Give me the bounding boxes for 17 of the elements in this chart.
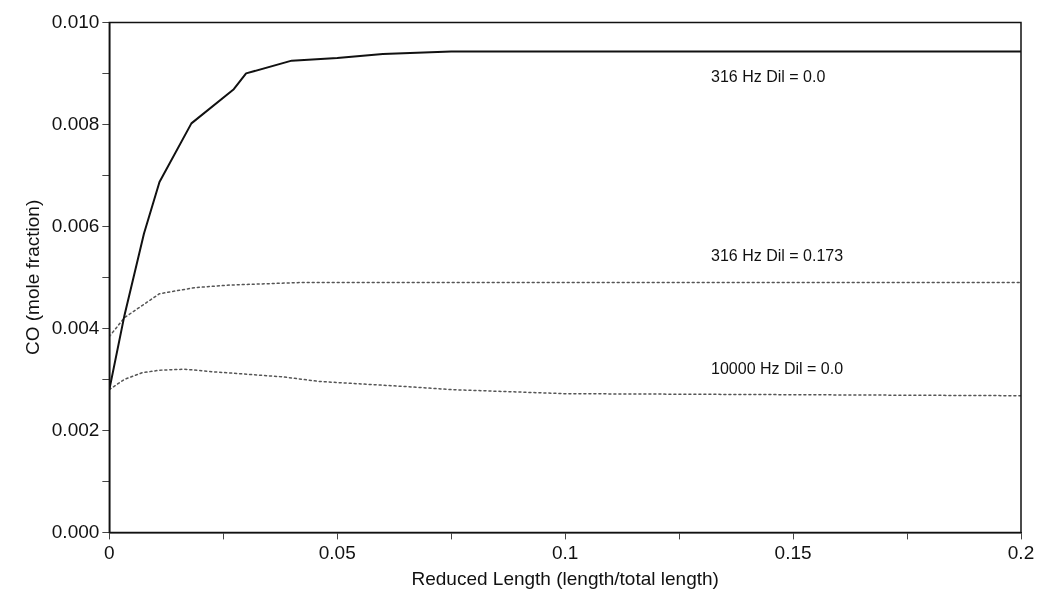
series-label: 316 Hz Dil = 0.173 [711,246,844,264]
y-tick-label: 0.004 [51,316,100,338]
x-tick-label: 0.05 [318,542,356,564]
y-tick-label: 0.000 [51,520,100,542]
y-tick-label: 0.010 [51,10,100,32]
y-tick-label: 0.006 [51,214,100,236]
y-tick-label: 0.002 [51,418,100,440]
x-tick-label: 0.2 [1007,542,1035,564]
y-axis-title: CO (mole fraction) [21,199,43,355]
y-tick-label: 0.008 [51,112,100,134]
x-tick-label: 0.1 [551,542,579,564]
series-label: 316 Hz Dil = 0.0 [711,67,826,85]
x-tick-label: 0 [104,542,115,564]
line-series [109,281,1021,338]
series-label: 10000 Hz Dil = 0.0 [711,360,844,378]
x-tick-label: 0.15 [774,542,812,564]
x-axis-title: Reduced Length (length/total length) [411,567,719,589]
